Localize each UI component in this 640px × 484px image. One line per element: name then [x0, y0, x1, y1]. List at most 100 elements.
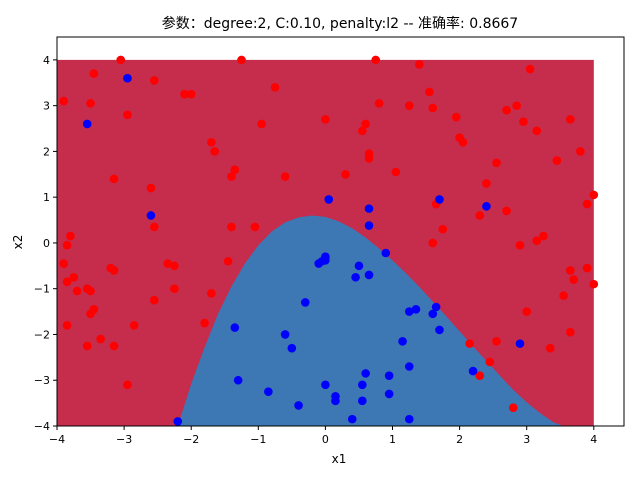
data-point-series-0: [582, 263, 592, 273]
x-tick-label: 3: [523, 433, 530, 446]
data-point-series-0: [96, 334, 105, 344]
data-point-series-0: [545, 343, 555, 353]
data-point-series-1: [364, 204, 374, 213]
data-point-series-1: [384, 389, 394, 399]
data-point-series-0: [425, 87, 434, 97]
data-point-series-0: [391, 167, 401, 177]
data-point-series-0: [200, 318, 209, 328]
data-point-series-0: [180, 89, 189, 99]
data-point-series-0: [86, 286, 95, 296]
x-tick-label: 4: [590, 433, 597, 446]
data-point-series-0: [163, 259, 173, 268]
data-point-series-1: [331, 396, 340, 406]
data-point-series-0: [358, 126, 367, 136]
x-tick-label: −3: [116, 433, 132, 446]
data-point-series-1: [82, 119, 92, 129]
data-point-series-0: [230, 165, 240, 175]
data-point-series-0: [86, 99, 95, 108]
data-point-series-0: [123, 110, 132, 120]
data-point-series-0: [237, 55, 246, 65]
data-point-series-1: [324, 195, 334, 204]
data-point-series-0: [321, 115, 330, 124]
data-point-series-0: [116, 55, 126, 65]
data-point-series-1: [404, 414, 414, 424]
data-point-series-0: [508, 403, 518, 412]
data-point-series-0: [257, 119, 266, 129]
data-point-series-0: [149, 295, 159, 305]
data-point-series-0: [207, 137, 216, 147]
data-point-series-1: [300, 298, 310, 307]
x-tick-label: 1: [389, 433, 396, 446]
data-point-series-0: [364, 149, 374, 158]
x-tick-label: −1: [250, 433, 266, 446]
data-point-series-0: [123, 380, 132, 390]
y-tick-label: 3: [43, 100, 50, 113]
y-tick-label: 1: [43, 191, 50, 204]
y-tick-label: 2: [43, 145, 50, 158]
data-point-series-0: [539, 231, 548, 241]
y-tick-label: −1: [34, 283, 50, 296]
data-point-series-0: [371, 55, 381, 65]
data-point-series-0: [532, 236, 542, 245]
data-point-series-1: [515, 339, 525, 348]
data-point-series-0: [59, 259, 69, 268]
data-point-series-0: [465, 339, 474, 348]
data-point-series-0: [250, 222, 260, 232]
axes: −4 −3 −2 −1 0 1 2 3 4 −4 −3 −2 −1 0 1 2 3 4: [34, 36, 625, 446]
data-point-series-1: [404, 307, 414, 316]
data-point-series-1: [354, 261, 364, 271]
data-point-series-1: [428, 309, 438, 319]
data-point-series-1: [398, 337, 407, 346]
data-point-series-1: [347, 414, 357, 424]
data-point-series-0: [438, 224, 448, 234]
data-point-series-1: [146, 211, 156, 220]
data-point-series-0: [502, 206, 511, 216]
data-point-series-1: [482, 202, 491, 211]
data-point-series-1: [468, 366, 478, 376]
data-point-series-1: [435, 325, 444, 335]
data-point-series-0: [66, 231, 75, 241]
data-point-series-0: [458, 137, 468, 147]
chart-title: 参数：degree:2, C:0.10, penalty:l2 -- 准确率: …: [162, 15, 518, 32]
data-point-series-0: [428, 103, 438, 113]
x-tick-label: −2: [183, 433, 199, 446]
y-tick-label: 4: [43, 54, 50, 67]
data-point-series-0: [227, 172, 236, 181]
data-point-series-0: [404, 101, 414, 110]
y-axis-label: x2: [11, 235, 25, 250]
data-point-series-1: [287, 343, 297, 353]
data-point-series-1: [233, 375, 243, 385]
data-point-series-0: [69, 272, 79, 282]
data-point-series-0: [576, 147, 585, 156]
y-tick-label: −2: [34, 328, 50, 341]
data-point-series-0: [428, 238, 438, 248]
data-point-series-1: [364, 270, 374, 280]
data-point-series-0: [170, 284, 179, 294]
data-point-series-0: [525, 64, 535, 74]
data-point-series-0: [512, 101, 521, 110]
y-tick-label: 0: [43, 237, 50, 250]
data-point-series-0: [515, 240, 525, 250]
data-point-series-1: [280, 330, 290, 339]
data-point-series-0: [519, 117, 528, 126]
data-point-series-0: [566, 115, 575, 124]
data-point-series-0: [485, 357, 495, 367]
x-axis-label: x1: [332, 452, 347, 466]
decision-region-inner: [177, 215, 564, 426]
data-point-series-0: [89, 69, 99, 78]
data-point-series-1: [361, 369, 370, 378]
data-point-series-0: [532, 126, 542, 136]
data-point-series-0: [62, 321, 72, 330]
y-tick-label: −4: [34, 420, 50, 433]
data-point-series-0: [566, 327, 575, 337]
data-point-series-0: [210, 147, 219, 156]
data-point-series-1: [358, 380, 367, 390]
data-point-series-1: [264, 387, 273, 396]
data-point-series-1: [411, 305, 421, 314]
data-point-series-0: [415, 60, 424, 69]
data-point-series-0: [72, 286, 82, 296]
data-point-series-0: [82, 341, 92, 351]
data-point-series-0: [186, 89, 196, 99]
data-point-series-1: [123, 73, 132, 83]
data-point-series-1: [230, 323, 240, 332]
